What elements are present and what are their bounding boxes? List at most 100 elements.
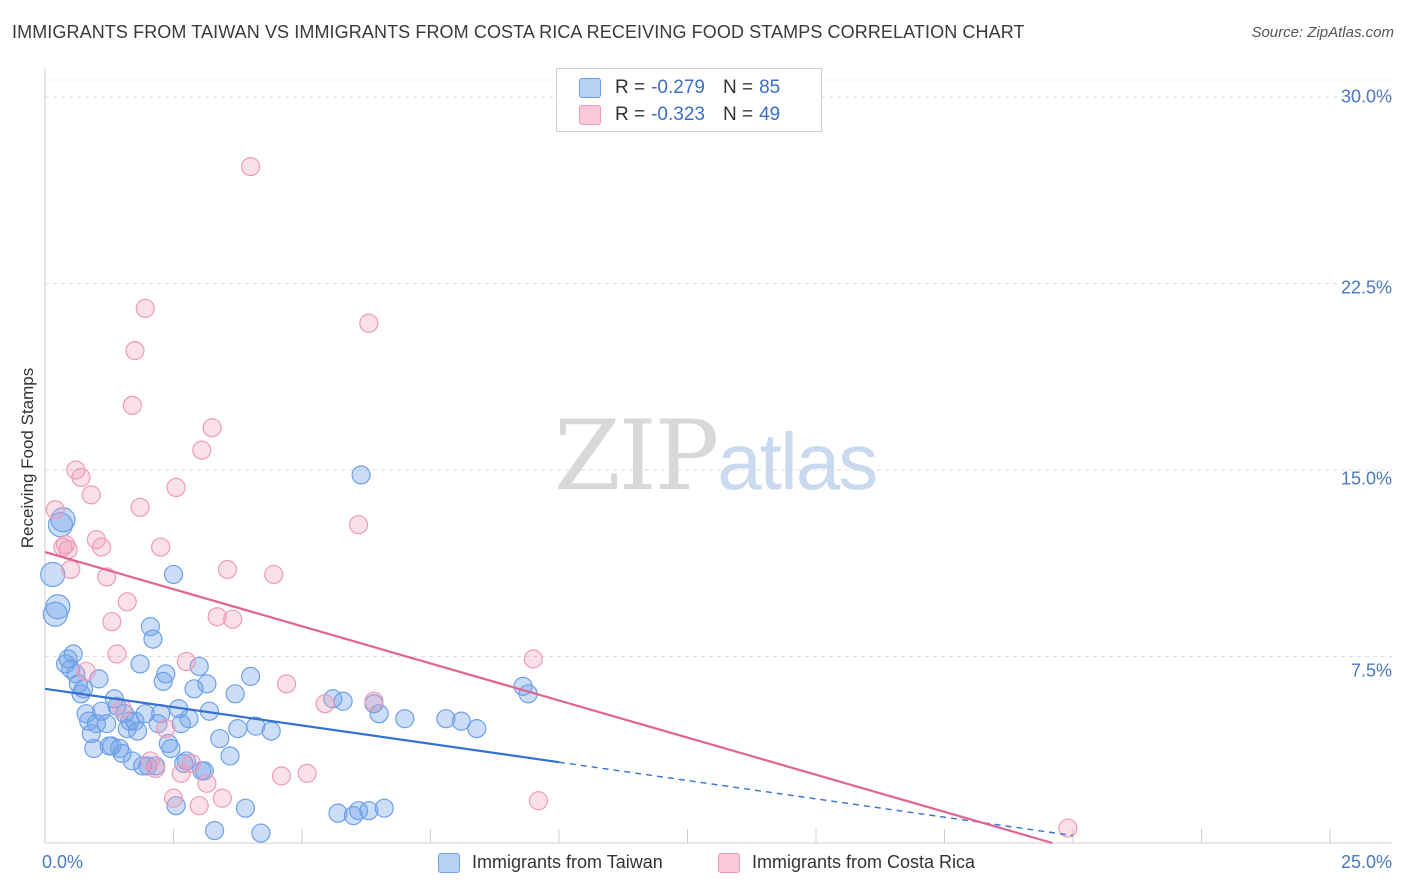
legend-r-label: R = <box>615 77 646 98</box>
taiwan-point <box>189 656 209 677</box>
taiwan-point <box>395 709 415 729</box>
costa-rica-point <box>107 644 127 664</box>
taiwan-point <box>109 738 130 759</box>
taiwan-point <box>467 719 487 739</box>
taiwan-point <box>197 674 217 694</box>
taiwan-point <box>451 711 471 731</box>
y-tick-label: 7.5% <box>1350 660 1392 681</box>
correlation-legend: R = -0.279 N = 85 R = -0.323 N = 49 <box>556 68 822 132</box>
costa-rica-point <box>192 440 212 460</box>
x-tick-label-max: 25.0% <box>1340 852 1392 872</box>
costa-rica-point <box>1058 818 1078 838</box>
costa-rica-point <box>135 298 155 318</box>
taiwan-swatch <box>438 852 460 873</box>
trend-lines <box>44 551 1074 845</box>
taiwan-point <box>241 666 261 686</box>
costa-rica-point <box>315 694 335 714</box>
taiwan-point <box>143 629 163 649</box>
costa-rica-point <box>156 719 176 739</box>
watermark-atlas: atlas <box>717 417 878 506</box>
costa-rica-point <box>348 515 369 535</box>
axes <box>44 68 1392 844</box>
taiwan-point <box>235 798 256 818</box>
taiwan-point <box>130 654 150 674</box>
costa-rica-point <box>276 674 297 694</box>
taiwan-point <box>205 820 225 841</box>
x-tick-label-min: 0.0% <box>42 852 84 872</box>
costa-rica-point <box>271 766 292 786</box>
legend-row-taiwan: R = -0.279 N = 85 <box>579 77 780 99</box>
costa-rica-swatch <box>718 852 740 873</box>
costa-rica-point <box>76 661 96 682</box>
costa-rica-point <box>102 612 122 632</box>
taiwan-point <box>102 736 122 756</box>
taiwan-point <box>176 751 196 771</box>
taiwan-point <box>333 691 353 711</box>
costa-rica-point <box>217 559 238 580</box>
costa-rica-point <box>71 467 91 488</box>
costa-rica-point <box>61 559 81 580</box>
legend-r-value: -0.323 <box>651 104 705 125</box>
taiwan-point <box>348 801 369 821</box>
costa-rica-point <box>125 341 145 361</box>
taiwan-point <box>166 796 186 816</box>
taiwan-point <box>63 644 83 664</box>
legend-r-label: R = <box>615 104 646 125</box>
bottom-legend-costa-rica: Immigrants from Costa Rica <box>718 852 975 873</box>
taiwan-point <box>246 716 266 736</box>
taiwan-point <box>210 728 230 749</box>
taiwan-point <box>163 564 184 585</box>
legend-r-value: -0.279 <box>651 77 705 98</box>
costa-rica-point <box>122 395 142 415</box>
taiwan-point <box>158 733 178 754</box>
bottom-legend-taiwan: Immigrants from Taiwan <box>438 852 663 873</box>
watermark-zip: ZIP <box>554 400 719 512</box>
costa-rica-point <box>145 758 166 779</box>
legend-row-costa-rica: R = -0.323 N = 49 <box>579 104 780 126</box>
costa-rica-point <box>166 477 186 498</box>
taiwan-point <box>97 714 117 734</box>
costa-rica-point <box>45 500 65 520</box>
costa-rica-point <box>264 564 284 585</box>
taiwan-swatch <box>579 78 601 98</box>
costa-rica-point <box>297 763 317 783</box>
costa-rica-point <box>53 537 73 557</box>
y-tick-label: 30.0% <box>1340 86 1392 107</box>
taiwan-point <box>76 704 96 724</box>
legend-n-value: 85 <box>759 77 781 98</box>
costa-rica-point <box>212 788 232 808</box>
taiwan-point <box>153 671 173 691</box>
costa-rica-point <box>91 537 112 557</box>
costa-rica-point <box>117 592 137 612</box>
costa-rica-point <box>181 753 202 774</box>
taiwan-point <box>161 738 181 759</box>
series-costa-rica-points <box>45 157 1078 838</box>
watermark: ZIPatlas <box>554 400 878 512</box>
legend-n-label: N = <box>722 77 754 98</box>
taiwan-point <box>251 823 271 843</box>
taiwan-point <box>45 594 71 620</box>
taiwan-point <box>112 743 132 764</box>
costa-rica-point <box>528 791 549 811</box>
y-tick-label: 15.0% <box>1340 468 1392 489</box>
taiwan-point <box>328 803 348 823</box>
taiwan-point <box>156 664 176 684</box>
taiwan-point <box>436 709 456 729</box>
taiwan-point <box>140 617 160 637</box>
taiwan-point <box>40 561 66 588</box>
taiwan-point <box>127 721 148 741</box>
y-tick-label: 22.5% <box>1340 277 1392 298</box>
costa-rica-point <box>171 763 191 783</box>
taiwan-point <box>81 723 101 744</box>
legend-taiwan-label: Immigrants from Taiwan <box>472 852 663 872</box>
y-axis-label: Receiving Food Stamps <box>18 367 37 549</box>
costa-rica-point <box>130 497 150 517</box>
costa-rica-point <box>163 788 184 808</box>
taiwan-point <box>138 756 158 776</box>
legend-n-label: N = <box>722 104 754 125</box>
taiwan-point <box>374 798 394 818</box>
source-label: Source: ZipAtlas.com <box>1251 24 1394 41</box>
taiwan-point <box>261 721 281 741</box>
costa-rica-point <box>364 691 384 711</box>
